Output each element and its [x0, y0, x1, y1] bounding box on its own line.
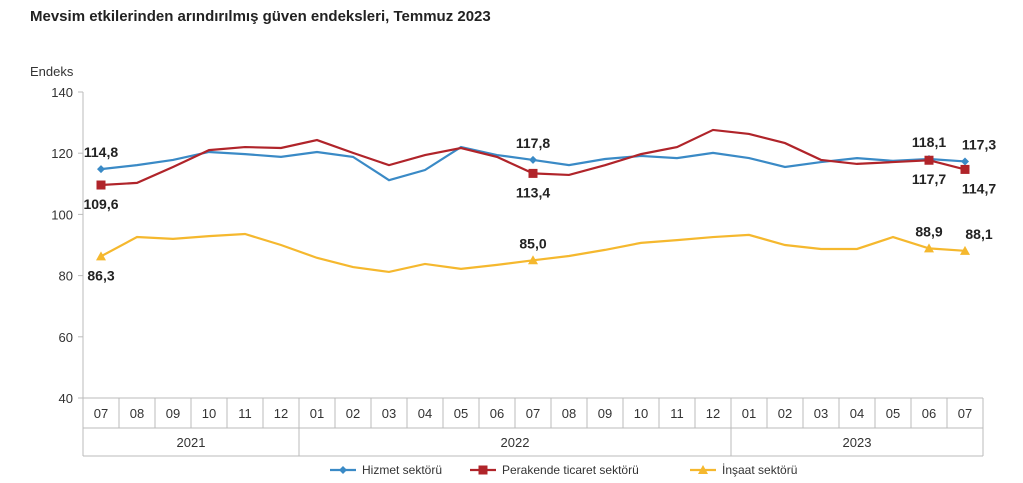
x-tick-label: 11 — [670, 406, 684, 421]
data-label: 88,9 — [915, 223, 942, 239]
series-2: 86,3 85,0 88,9 88,1 — [87, 223, 992, 283]
data-point-marker — [924, 243, 934, 253]
x-tick-label: 04 — [850, 406, 864, 421]
x-tick-label: 01 — [310, 406, 324, 421]
data-label: 117,7 — [912, 171, 946, 187]
data-label: 117,3 — [962, 136, 996, 152]
chart-title: Mevsim etkilerinden arındırılmış güven e… — [30, 8, 491, 25]
y-tick-label: 140 — [51, 85, 73, 100]
legend-label: İnşaat sektörü — [722, 463, 797, 477]
data-point-marker — [529, 155, 537, 164]
x-tick-label: 04 — [418, 406, 432, 421]
y-tick-label: 120 — [51, 146, 73, 161]
x-tick-label: 03 — [814, 406, 828, 421]
legend-item: Hizmet sektörü — [330, 463, 442, 477]
x-tick-label: 11 — [238, 406, 252, 421]
data-label: 86,3 — [87, 267, 114, 283]
year-label: 2023 — [843, 435, 872, 450]
data-point-marker — [960, 164, 970, 174]
data-label: 117,8 — [516, 135, 550, 151]
x-tick-label: 07 — [526, 406, 540, 421]
x-tick-label: 01 — [742, 406, 756, 421]
data-point-marker — [96, 251, 106, 261]
x-tick-label: 06 — [922, 406, 936, 421]
data-label: 114,7 — [962, 180, 996, 196]
data-point-marker — [528, 168, 538, 178]
x-tick-label: 02 — [778, 406, 792, 421]
year-label: 2021 — [177, 435, 206, 450]
data-label: 85,0 — [519, 235, 546, 251]
data-point-marker — [960, 245, 970, 255]
data-point-marker — [97, 165, 105, 174]
x-tick-label: 09 — [598, 406, 612, 421]
x-tick-label: 10 — [202, 406, 216, 421]
data-label: 114,8 — [84, 144, 118, 160]
data-label: 118,1 — [912, 134, 946, 150]
data-point-marker — [96, 180, 106, 190]
legend-label: Hizmet sektörü — [362, 463, 442, 477]
legend-label: Perakende ticaret sektörü — [502, 463, 639, 477]
x-tick-label: 07 — [94, 406, 108, 421]
y-tick-label: 100 — [51, 207, 73, 222]
data-label: 88,1 — [965, 226, 992, 242]
series-1: 109,6 113,4 117,7 114,7 — [83, 128, 996, 212]
x-tick-label: 12 — [274, 406, 288, 421]
data-point-marker — [924, 155, 934, 165]
x-tick-label: 05 — [886, 406, 900, 421]
x-tick-label: 02 — [346, 406, 360, 421]
x-tick-label: 12 — [706, 406, 720, 421]
x-tick-label: 09 — [166, 406, 180, 421]
data-label: 113,4 — [516, 184, 550, 200]
legend-marker — [339, 466, 347, 474]
data-point-marker — [528, 255, 538, 265]
x-tick-label: 10 — [634, 406, 648, 421]
x-tick-label: 03 — [382, 406, 396, 421]
legend-item: İnşaat sektörü — [690, 463, 797, 477]
x-tick-label: 08 — [130, 406, 144, 421]
y-axis-label: Endeks — [30, 64, 74, 79]
data-point-marker — [961, 157, 969, 166]
y-tick-label: 60 — [59, 330, 73, 345]
legend-marker — [698, 465, 708, 474]
y-tick-label: 40 — [59, 391, 73, 406]
x-tick-label: 08 — [562, 406, 576, 421]
data-label: 109,6 — [83, 196, 118, 212]
x-tick-label: 07 — [958, 406, 972, 421]
legend-item: Perakende ticaret sektörü — [470, 463, 639, 477]
year-label: 2022 — [501, 435, 530, 450]
y-tick-label: 80 — [59, 269, 73, 284]
x-tick-label: 05 — [454, 406, 468, 421]
x-tick-label: 06 — [490, 406, 504, 421]
legend-marker — [478, 465, 488, 475]
